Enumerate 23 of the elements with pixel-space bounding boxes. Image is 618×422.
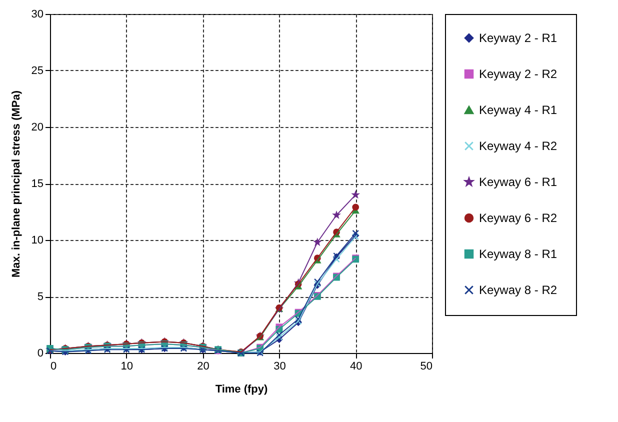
y-tick-label: 20 — [31, 122, 44, 134]
legend-label: Keyway 8 - R1 — [479, 247, 558, 261]
x-tick-label: 40 — [350, 360, 362, 372]
y-axis-title: Max. in-plane principal stress (MPa) — [10, 90, 22, 278]
y-tick-label: 5 — [37, 291, 44, 303]
x-tick-label: 10 — [120, 360, 134, 372]
legend-label: Keyway 4 - R1 — [479, 103, 558, 117]
y-tick-label: 0 — [37, 348, 44, 360]
legend-label: Keyway 4 - R2 — [479, 139, 558, 153]
x-axis-title: Time (fpy) — [215, 384, 268, 396]
x-tick-label: 0 — [50, 360, 57, 372]
legend-label: Keyway 2 - R1 — [479, 31, 558, 45]
x-tick-label: 50 — [420, 360, 432, 372]
y-tick-label: 15 — [31, 178, 44, 190]
legend-label: Keyway 6 - R2 — [479, 211, 558, 225]
legend-label: Keyway 8 - R2 — [479, 283, 558, 297]
x-tick-label: 30 — [274, 360, 286, 372]
y-tick-label: 25 — [31, 65, 44, 77]
legend-label: Keyway 6 - R1 — [479, 175, 558, 189]
legend-label: Keyway 2 - R2 — [479, 67, 558, 81]
y-tick-label: 10 — [31, 234, 44, 246]
y-tick-label: 30 — [31, 8, 44, 20]
x-tick-label: 20 — [197, 360, 210, 372]
